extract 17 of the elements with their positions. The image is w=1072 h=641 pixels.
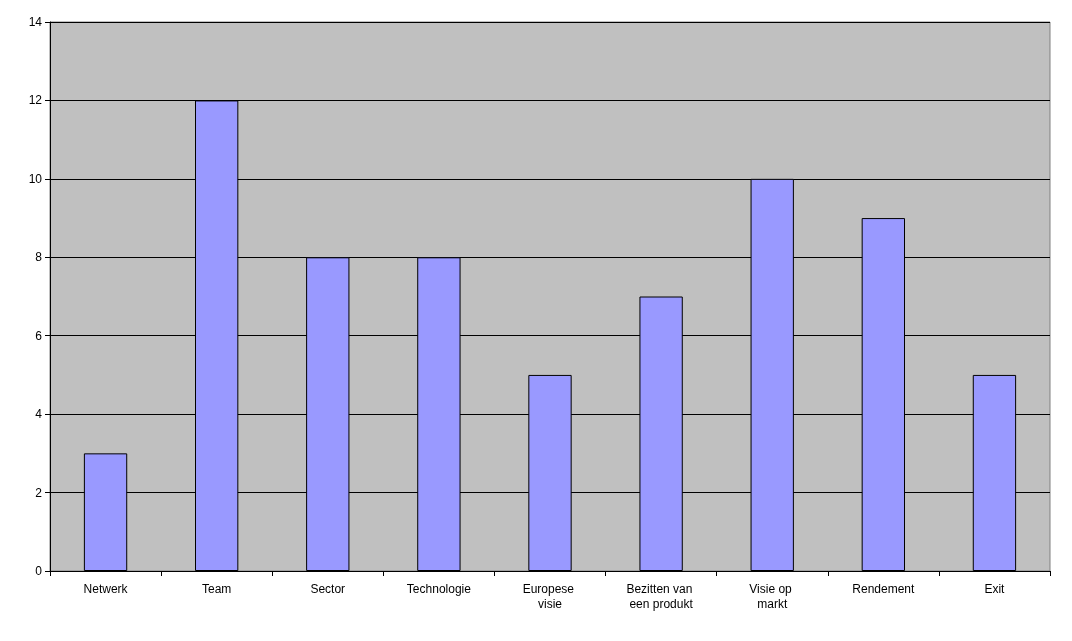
x-tick-label: Visie op markt <box>749 581 796 611</box>
x-tick-label: Bezitten van een produkt <box>626 581 696 611</box>
y-tick-label: 8 <box>35 250 43 265</box>
x-tick-label: Team <box>201 581 232 596</box>
y-tick-label: 0 <box>35 564 43 578</box>
y-tick-label: 4 <box>35 407 43 422</box>
y-tick-label: 2 <box>35 485 43 500</box>
y-tick-label: 12 <box>28 93 43 108</box>
x-tick-label: Europese visie <box>522 581 578 611</box>
y-tick-label: 14 <box>28 15 43 29</box>
x-tick-label: Rendement <box>852 581 916 596</box>
x-tick-label: Exit <box>984 581 1006 596</box>
x-tick-label: Technologie <box>406 581 472 596</box>
x-tick-label: Sector <box>310 581 346 596</box>
y-tick-label: 10 <box>28 171 43 186</box>
x-tick-label: Netwerk <box>83 581 129 596</box>
y-tick-label: 6 <box>35 328 43 343</box>
